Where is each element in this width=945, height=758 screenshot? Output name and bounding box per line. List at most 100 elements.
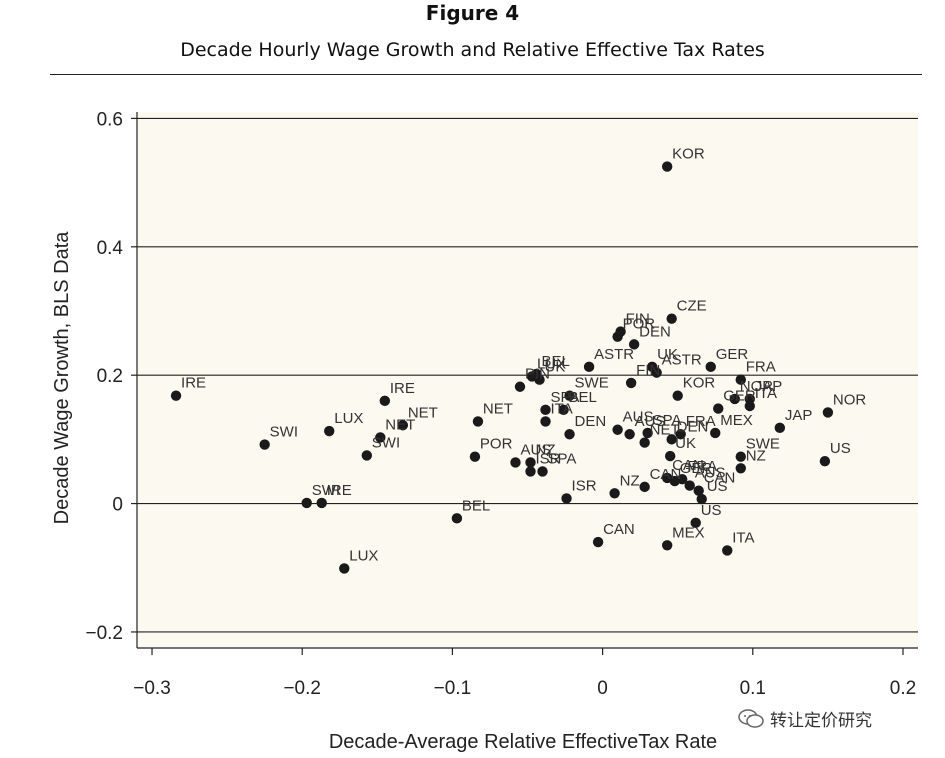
- data-point: [514, 381, 526, 392]
- x-axis-label: Decade-Average Relative EffectiveTax Rat…: [329, 731, 717, 753]
- data-label: NET: [385, 416, 415, 433]
- data-label: SWI: [270, 424, 298, 441]
- data-label: SPA: [551, 389, 580, 406]
- data-label: ISR: [536, 450, 561, 467]
- data-point: [675, 429, 686, 440]
- data-label: FRA: [746, 359, 776, 376]
- data-point: [684, 480, 695, 491]
- data-label: NET: [408, 404, 438, 421]
- data-label: SWE: [746, 436, 780, 453]
- data-point: [624, 429, 635, 440]
- data-label: CAN: [704, 470, 736, 487]
- x-tick-label: 0.1: [740, 678, 766, 699]
- data-point: [525, 466, 536, 477]
- x-tick-label: 0: [597, 678, 608, 699]
- data-point: [744, 400, 755, 412]
- data-point: [664, 450, 676, 462]
- data-point: [375, 432, 386, 443]
- x-tick-label: −0.1: [434, 678, 472, 699]
- data-point: [534, 374, 545, 385]
- data-label: BEL: [569, 389, 597, 406]
- data-point: [705, 361, 716, 373]
- data-label: NOR: [740, 378, 774, 395]
- data-label: FIN: [626, 311, 650, 328]
- data-point: [301, 497, 312, 509]
- data-point: [625, 377, 637, 389]
- data-point: [564, 390, 575, 401]
- gridlines: [137, 117, 918, 633]
- figure-title: Figure 4: [425, 1, 520, 25]
- data-point: [451, 513, 463, 524]
- data-point: [525, 457, 536, 468]
- data-label: IRE: [181, 375, 206, 392]
- data-label: SWE: [575, 375, 609, 392]
- data-point: [661, 161, 673, 172]
- data-label: JAP: [755, 378, 783, 395]
- data-point: [469, 451, 481, 462]
- data-point: [642, 427, 653, 439]
- data-point: [259, 439, 270, 450]
- data-label: NET: [650, 422, 680, 439]
- data-point: [713, 403, 724, 414]
- data-label: SPA: [548, 450, 577, 467]
- data-point: [379, 395, 391, 407]
- data-point: [609, 488, 620, 499]
- data-point: [397, 420, 409, 431]
- data-point: [592, 536, 604, 548]
- data-label: AUS: [695, 465, 726, 482]
- y-axis-label: Decade Wage Growth, BLS Data: [51, 231, 73, 525]
- watermark: 转让定价研究: [738, 706, 872, 731]
- data-label: KOR: [672, 146, 705, 163]
- data-label: ITA: [732, 529, 754, 546]
- data-point: [735, 374, 746, 385]
- data-points: [170, 161, 834, 574]
- data-point: [564, 429, 575, 440]
- axes: −0.2 0 0.2 0.4 0.6 −0.3 −0.2 −0.1 0 0.1 0.2: [85, 109, 918, 699]
- data-point: [628, 339, 640, 350]
- data-label: AUS: [635, 413, 666, 430]
- data-point: [710, 427, 721, 439]
- data-label: UK: [675, 435, 696, 452]
- y-tick-label: 0.6: [97, 109, 123, 130]
- x-tick-label: −0.3: [133, 678, 171, 699]
- data-point: [510, 457, 521, 468]
- data-label: GER: [716, 346, 749, 363]
- data-label: GER: [680, 460, 713, 477]
- data-label: CAN: [650, 466, 682, 483]
- data-label: UK: [545, 359, 566, 376]
- data-point: [661, 540, 673, 551]
- data-label: NZ: [746, 447, 766, 464]
- data-point: [696, 493, 707, 505]
- data-label: SPA: [653, 412, 682, 429]
- data-point: [693, 485, 704, 496]
- data-label: ASTR: [594, 346, 634, 363]
- data-label: US: [830, 440, 851, 457]
- data-point: [690, 517, 701, 529]
- data-label: DEN: [639, 323, 671, 340]
- data-point: [540, 404, 551, 416]
- data-label: BEL: [542, 353, 570, 370]
- data-label: LUX: [537, 355, 566, 372]
- data-label: NZ: [620, 472, 640, 489]
- data-point: [729, 393, 740, 405]
- data-point: [316, 497, 327, 509]
- data-label: AUS: [623, 409, 654, 426]
- data-label: SWI: [312, 482, 340, 499]
- data-point: [339, 563, 350, 574]
- data-point: [612, 331, 623, 342]
- data-point: [722, 545, 733, 556]
- data-point: [561, 493, 572, 504]
- data-label: IRE: [390, 380, 415, 397]
- data-point: [472, 416, 484, 427]
- data-label: SWI: [372, 434, 400, 451]
- data-point: [666, 313, 677, 324]
- data-label: NZ: [536, 441, 556, 458]
- data-label: NOR: [833, 391, 867, 408]
- data-point: [324, 425, 335, 437]
- y-tick-label: −0.2: [85, 623, 123, 644]
- data-label: AUS: [520, 441, 551, 458]
- data-point: [669, 475, 680, 487]
- wechat-icon: [738, 708, 764, 728]
- data-point: [639, 437, 650, 448]
